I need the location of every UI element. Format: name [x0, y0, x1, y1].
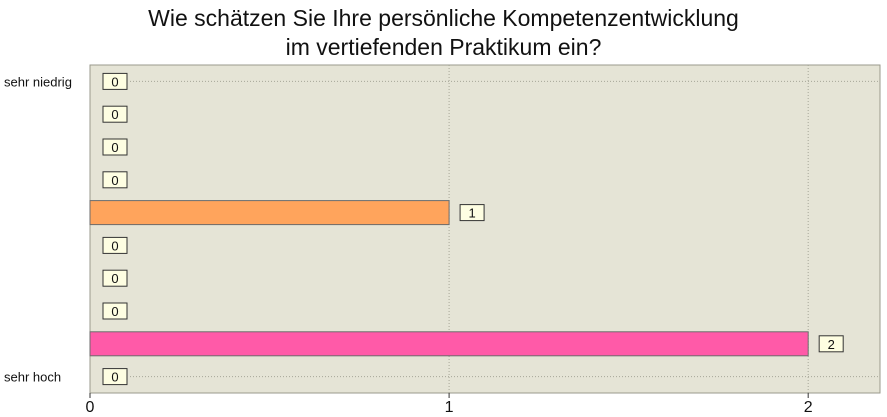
- chart-title: Wie schätzen Sie Ihre persönliche Kompet…: [0, 4, 887, 62]
- data-label: 0: [111, 370, 118, 385]
- data-label: 0: [111, 107, 118, 122]
- data-label: 0: [111, 173, 118, 188]
- data-label: 0: [111, 140, 118, 155]
- x-tick-label: 1: [445, 399, 454, 416]
- data-label-box: [102, 138, 128, 156]
- x-tick-label: 0: [86, 399, 95, 416]
- chart-title-line-2: im vertiefenden Praktikum ein?: [285, 34, 602, 60]
- x-tick-label: 2: [804, 399, 813, 416]
- data-label-box: [102, 171, 128, 189]
- bar: [89, 331, 809, 357]
- data-label-box: [459, 204, 485, 222]
- data-label: 0: [111, 304, 118, 319]
- bar: [89, 200, 450, 226]
- data-label: 0: [111, 271, 118, 286]
- data-label-box: [102, 269, 128, 287]
- data-label-box: [102, 105, 128, 123]
- y-tick-label: sehr hoch: [4, 370, 61, 385]
- data-label: 0: [111, 74, 118, 89]
- data-label-box: [102, 302, 128, 320]
- data-label: 0: [111, 238, 118, 253]
- data-label-box: [102, 236, 128, 254]
- y-tick-label: sehr niedrig: [4, 74, 72, 89]
- data-label: 2: [828, 337, 835, 352]
- data-label-box: [818, 335, 844, 353]
- chart-title-line-1: Wie schätzen Sie Ihre persönliche Kompet…: [148, 5, 739, 31]
- data-label: 1: [468, 206, 475, 221]
- data-label-box: [102, 368, 128, 386]
- data-label-box: [102, 72, 128, 90]
